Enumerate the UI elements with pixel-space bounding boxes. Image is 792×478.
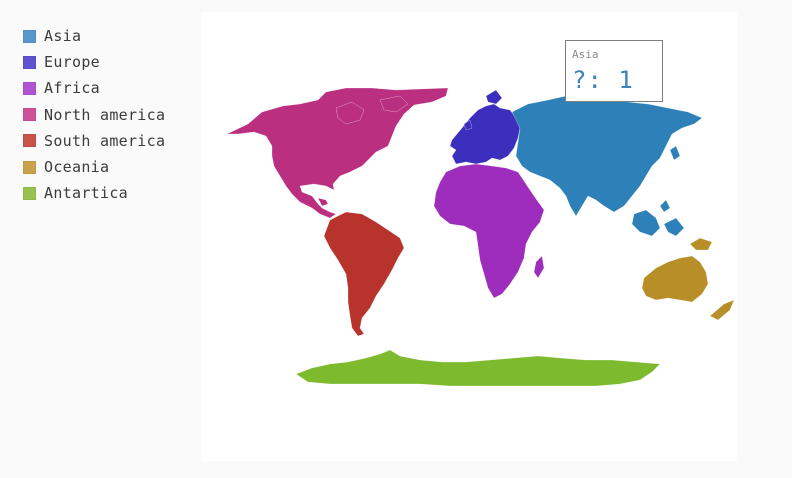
region-oceania[interactable] <box>641 237 735 321</box>
region-europe[interactable] <box>449 89 521 165</box>
map-tooltip: Asia ?: 1 <box>565 40 663 102</box>
legend-item-south-america[interactable]: South america <box>23 128 223 154</box>
region-south-america[interactable] <box>323 211 405 337</box>
legend-label-antarctica: Antartica <box>44 184 128 203</box>
legend-swatch-south-america <box>23 134 36 148</box>
legend: Asia Europe Africa North america South a… <box>23 23 223 206</box>
legend-item-africa[interactable]: Africa <box>23 75 223 101</box>
legend-swatch-antarctica <box>23 186 36 200</box>
legend-label-south-america: South america <box>44 131 166 150</box>
legend-item-europe[interactable]: Europe <box>23 49 223 75</box>
legend-swatch-asia <box>23 29 36 43</box>
tooltip-title: Asia <box>572 48 599 61</box>
legend-item-antarctica[interactable]: Antartica <box>23 180 223 206</box>
region-asia[interactable] <box>511 95 703 237</box>
legend-swatch-europe <box>23 55 36 69</box>
legend-label-asia: Asia <box>44 27 82 46</box>
legend-label-africa: Africa <box>44 79 100 98</box>
legend-swatch-africa <box>23 81 36 95</box>
region-africa[interactable] <box>433 163 545 299</box>
legend-label-north-america: North america <box>44 105 166 124</box>
tooltip-value: ?: 1 <box>572 66 634 94</box>
legend-swatch-north-america <box>23 108 36 122</box>
legend-item-asia[interactable]: Asia <box>23 23 223 49</box>
legend-swatch-oceania <box>23 160 36 174</box>
legend-item-north-america[interactable]: North america <box>23 102 223 128</box>
legend-label-europe: Europe <box>44 53 100 72</box>
region-north-america[interactable] <box>226 87 449 219</box>
region-antarctica[interactable] <box>295 349 661 387</box>
legend-label-oceania: Oceania <box>44 158 110 177</box>
legend-item-oceania[interactable]: Oceania <box>23 154 223 180</box>
